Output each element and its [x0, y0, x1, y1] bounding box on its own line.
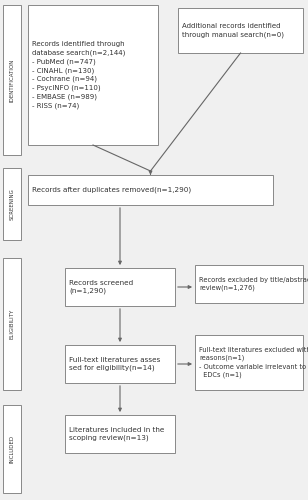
Bar — [65, 415, 175, 453]
Text: INCLUDED: INCLUDED — [10, 435, 14, 463]
Bar — [195, 335, 303, 390]
Bar — [65, 268, 175, 306]
Bar — [3, 168, 21, 240]
Text: Records identified through
database search(n=2,144)
- PubMed (n=747)
- CINAHL (n: Records identified through database sear… — [32, 42, 125, 108]
Text: IDENTIFICATION: IDENTIFICATION — [10, 58, 14, 102]
Text: SCREENING: SCREENING — [10, 188, 14, 220]
Bar — [3, 405, 21, 493]
Text: Additional records identified
through manual search(n=0): Additional records identified through ma… — [182, 23, 284, 38]
Text: Records after duplicates removed(n=1,290): Records after duplicates removed(n=1,290… — [32, 186, 191, 193]
Text: Records excluded by title/abstract
review(n=1,276): Records excluded by title/abstract revie… — [199, 276, 308, 291]
Text: Full-text literatures asses
sed for eligibility(n=14): Full-text literatures asses sed for elig… — [69, 356, 160, 372]
Text: ELIGIBILITY: ELIGIBILITY — [10, 309, 14, 339]
Bar — [28, 175, 273, 205]
Bar — [65, 345, 175, 383]
Bar — [3, 258, 21, 390]
Bar — [195, 265, 303, 303]
Bar — [28, 5, 158, 145]
Bar — [178, 8, 303, 53]
Text: Literatures included in the
scoping review(n=13): Literatures included in the scoping revi… — [69, 426, 164, 442]
Text: Records screened
(n=1,290): Records screened (n=1,290) — [69, 280, 133, 294]
Text: Full-text literatures excluded with
reasons(n=1)
- Outcome variable irrelevant t: Full-text literatures excluded with reas… — [199, 346, 308, 378]
Bar — [3, 5, 21, 155]
